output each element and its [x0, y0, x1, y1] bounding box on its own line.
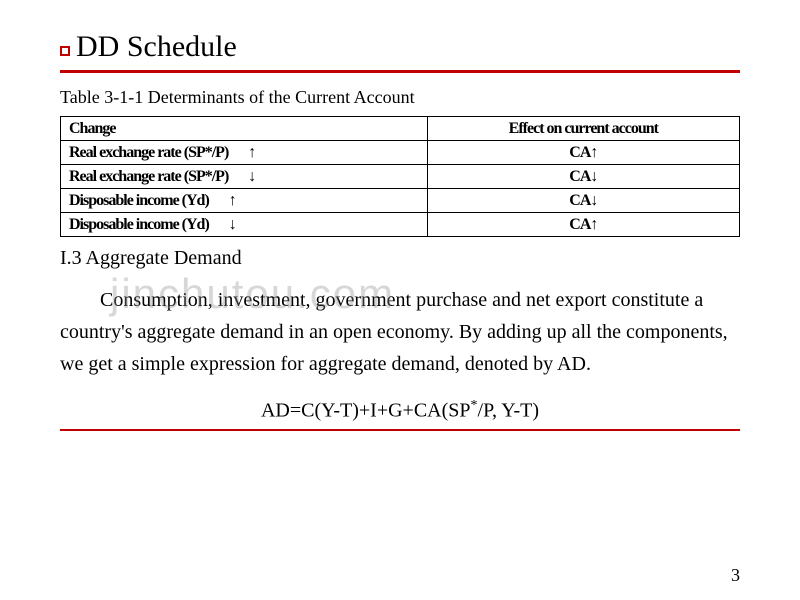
arrow-up-icon: ↑	[225, 192, 241, 210]
table-row: Disposable income (Yd) ↑ CA↓	[61, 189, 740, 213]
determinants-table: Change Effect on current account Real ex…	[60, 116, 740, 237]
arrow-down-icon: ↓	[244, 168, 260, 186]
arrow-down-icon: ↓	[225, 216, 241, 234]
equation: AD=C(Y-T)+I+G+CA(SP*/P, Y-T)	[60, 398, 740, 423]
row-label: Disposable income (Yd)	[69, 192, 209, 209]
row-effect: CA↓	[427, 165, 739, 189]
title-bullet-icon	[60, 46, 70, 56]
equation-pre: AD=C(Y-T)+I+G+CA(SP	[261, 400, 471, 422]
arrow-up-icon: ↑	[244, 144, 260, 162]
equation-superscript: *	[471, 398, 478, 413]
bottom-divider	[60, 429, 740, 431]
section-heading: I.3 Aggregate Demand	[60, 247, 740, 270]
row-label: Real exchange rate (SP*/P)	[69, 168, 228, 185]
title-divider	[60, 70, 740, 73]
page-number: 3	[731, 565, 740, 586]
table-row: Real exchange rate (SP*/P) ↓ CA↓	[61, 165, 740, 189]
row-effect: CA↑	[427, 213, 739, 237]
row-effect: CA↑	[427, 141, 739, 165]
equation-post: /P, Y-T)	[478, 400, 539, 422]
table-row: Real exchange rate (SP*/P) ↑ CA↑	[61, 141, 740, 165]
row-label: Disposable income (Yd)	[69, 216, 209, 233]
row-label: Real exchange rate (SP*/P)	[69, 144, 228, 161]
table-header-change: Change	[61, 117, 428, 141]
table-header-effect: Effect on current account	[427, 117, 739, 141]
table-row: Disposable income (Yd) ↓ CA↑	[61, 213, 740, 237]
page-title: DD Schedule	[76, 30, 237, 64]
table-caption: Table 3-1-1 Determinants of the Current …	[60, 87, 740, 108]
body-paragraph: Consumption, investment, government purc…	[60, 284, 740, 380]
row-effect: CA↓	[427, 189, 739, 213]
